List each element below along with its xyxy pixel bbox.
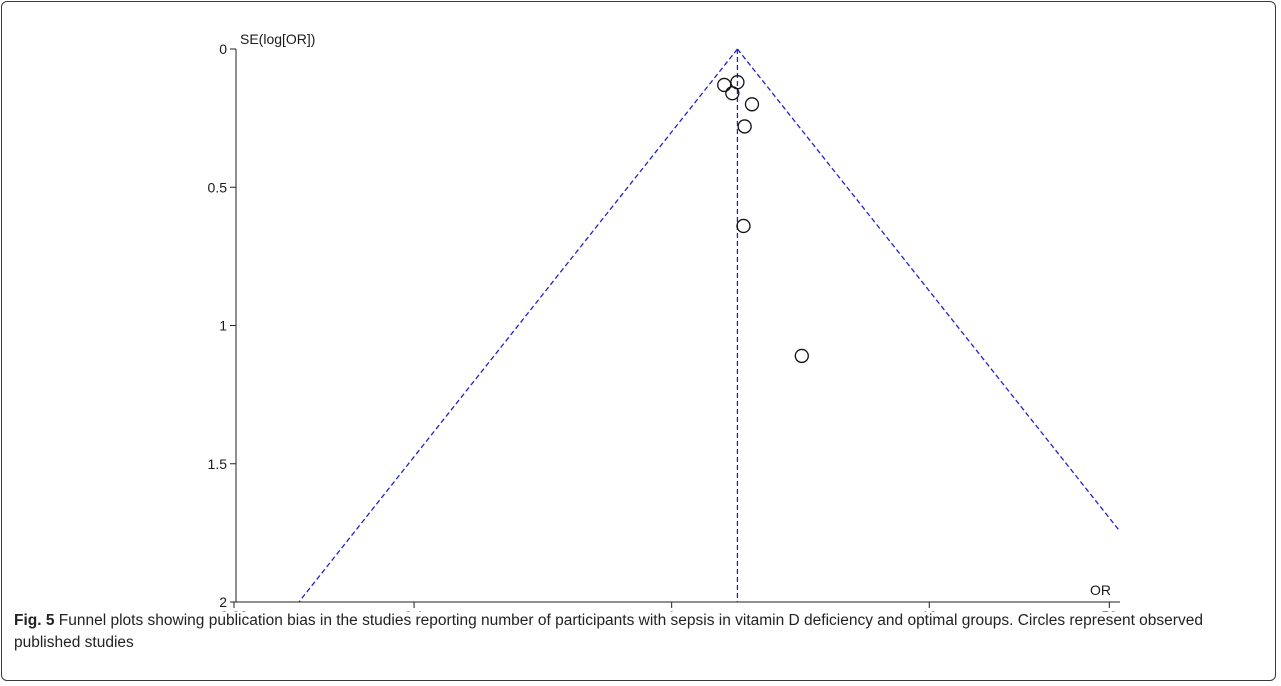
y-axis-title: SE(log[OR]) <box>240 31 315 47</box>
x-axis-title: OR <box>1090 582 1111 598</box>
x-tick-label: 1 <box>668 608 676 612</box>
axes: 0 0.5 1 1.5 20.02 0.1 1 10 50 <box>208 41 1120 612</box>
x-tick-label: 10 <box>921 608 937 612</box>
funnel-lines <box>298 48 1121 603</box>
x-tick-label: 0.02 <box>220 608 247 612</box>
y-tick-label: 0.5 <box>208 179 228 195</box>
funnel-plot: 0 0.5 1 1.5 20.02 0.1 1 10 50 SE(log[OR]) OR <box>208 31 1121 612</box>
y-tick-label: 1.5 <box>208 456 228 472</box>
study-point <box>717 77 732 93</box>
study-point <box>725 86 740 101</box>
caption-text: Funnel plots showing publication bias in… <box>14 612 1203 651</box>
study-point <box>737 119 752 134</box>
x-tick-label: 0.1 <box>404 608 424 612</box>
study-points <box>717 75 809 364</box>
x-tick-label: 50 <box>1102 608 1118 612</box>
y-tick-label: 0 <box>219 41 227 57</box>
study-point <box>794 348 809 364</box>
y-tick-label: 1 <box>219 318 227 334</box>
figure-caption: Fig. 5 Funnel plots showing publication … <box>14 610 1264 654</box>
funnel-right-line <box>736 48 1121 532</box>
figure-label: Fig. 5 <box>14 612 55 629</box>
study-point <box>744 97 760 112</box>
y-tick-label: 2 <box>219 594 227 610</box>
study-point <box>736 218 751 234</box>
funnel-left-line <box>298 48 738 603</box>
